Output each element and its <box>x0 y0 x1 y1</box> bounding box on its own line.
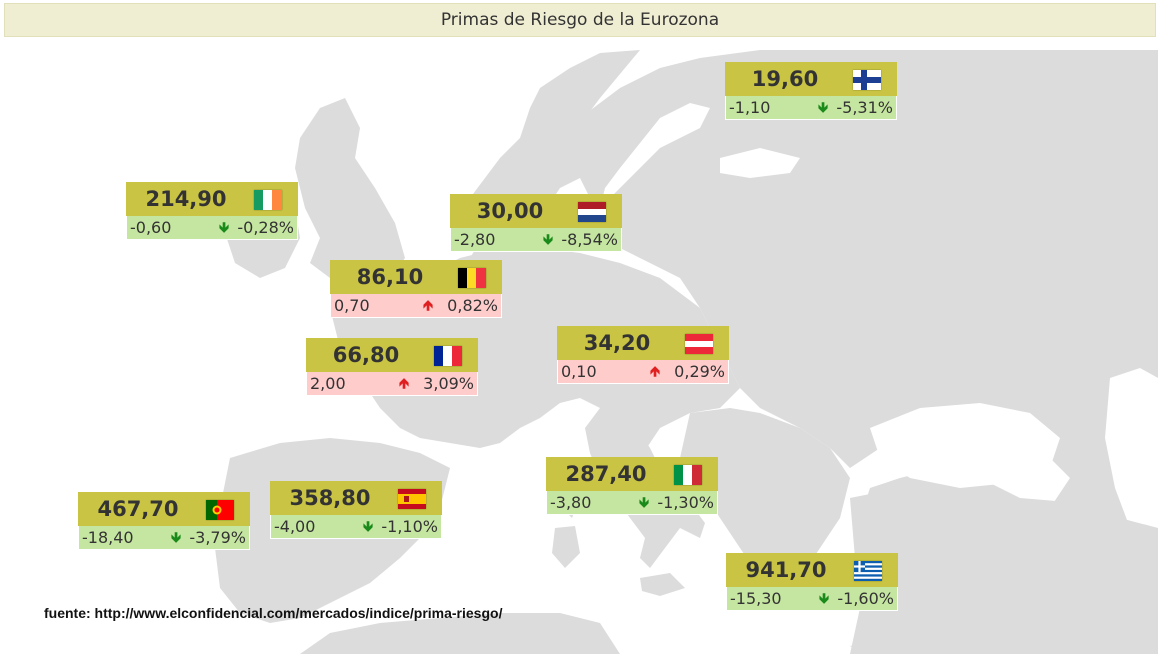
risk-premium-value: 30,00 <box>476 199 544 223</box>
source-citation: fuente: http://www.elconfidencial.com/me… <box>44 605 503 621</box>
risk-premium-value: 287,40 <box>565 462 647 486</box>
belgium-flag-icon <box>458 268 486 288</box>
change-row: 2,00 🡹 3,09% <box>306 372 478 396</box>
greece-risk-card[interactable]: 941,70 -15,30 🡻 -1,60% <box>726 553 898 611</box>
spain-risk-card[interactable]: 358,80 -4,00 🡻 -1,10% <box>270 481 442 539</box>
change-percent: -3,79% <box>189 528 246 547</box>
italy-risk-card[interactable]: 287,40 -3,80 🡻 -1,30% <box>546 457 718 515</box>
finland-flag-icon <box>853 70 881 90</box>
netherlands-risk-card[interactable]: 30,00 -2,80 🡻 -8,54% <box>450 194 622 252</box>
change-value: 0,10 <box>561 362 597 381</box>
belgium-risk-card[interactable]: 86,10 0,70 🡹 0,82% <box>330 260 502 318</box>
change-value: -18,40 <box>82 528 134 547</box>
arrow-down-icon: 🡻 <box>542 232 553 248</box>
finland-risk-card[interactable]: 19,60 -1,10 🡻 -5,31% <box>725 62 897 120</box>
risk-premium-value: 34,20 <box>583 331 651 355</box>
ireland-flag-icon <box>254 190 282 210</box>
change-percent: 0,82% <box>447 296 498 315</box>
change-percent: -5,31% <box>836 98 893 117</box>
risk-premium-value: 19,60 <box>751 67 819 91</box>
map-title: Primas de Riesgo de la Eurozona <box>4 3 1156 37</box>
change-row: 0,10 🡹 0,29% <box>557 360 729 384</box>
change-row: -4,00 🡻 -1,10% <box>270 515 442 539</box>
arrow-up-icon: 🡹 <box>422 298 433 314</box>
netherlands-flag-icon <box>578 202 606 222</box>
change-value: -2,80 <box>454 230 496 249</box>
change-value: -15,30 <box>730 589 782 608</box>
portugal-flag-icon <box>206 500 234 520</box>
change-row: -0,60 🡻 -0,28% <box>126 216 298 240</box>
arrow-down-icon: 🡻 <box>170 530 181 546</box>
spain-flag-icon <box>398 489 426 509</box>
austria-flag-icon <box>685 334 713 354</box>
change-value: -4,00 <box>274 517 316 536</box>
arrow-down-icon: 🡻 <box>818 591 829 607</box>
change-percent: -1,30% <box>657 493 714 512</box>
risk-premium-value: 941,70 <box>745 558 827 582</box>
change-row: -1,10 🡻 -5,31% <box>725 96 897 120</box>
change-row: 0,70 🡹 0,82% <box>330 294 502 318</box>
change-percent: -1,60% <box>837 589 894 608</box>
risk-premium-value: 214,90 <box>145 187 227 211</box>
change-row: -15,30 🡻 -1,60% <box>726 587 898 611</box>
austria-risk-card[interactable]: 34,20 0,10 🡹 0,29% <box>557 326 729 384</box>
change-value: 0,70 <box>334 296 370 315</box>
risk-premium-value: 467,70 <box>97 497 179 521</box>
greece-flag-icon <box>854 561 882 581</box>
arrow-down-icon: 🡻 <box>362 519 373 535</box>
change-value: -1,10 <box>729 98 771 117</box>
risk-premium-value: 358,80 <box>289 486 371 510</box>
risk-premium-value: 66,80 <box>332 343 400 367</box>
change-row: -3,80 🡻 -1,30% <box>546 491 718 515</box>
change-row: -18,40 🡻 -3,79% <box>78 526 250 550</box>
italy-flag-icon <box>674 465 702 485</box>
france-risk-card[interactable]: 66,80 2,00 🡹 3,09% <box>306 338 478 396</box>
change-value: -0,60 <box>130 218 172 237</box>
change-row: -2,80 🡻 -8,54% <box>450 228 622 252</box>
arrow-down-icon: 🡻 <box>218 220 229 236</box>
arrow-down-icon: 🡻 <box>817 100 828 116</box>
arrow-up-icon: 🡹 <box>649 364 660 380</box>
change-percent: -1,10% <box>381 517 438 536</box>
change-value: 2,00 <box>310 374 346 393</box>
change-percent: -0,28% <box>237 218 294 237</box>
change-percent: 3,09% <box>423 374 474 393</box>
arrow-down-icon: 🡻 <box>638 495 649 511</box>
ireland-risk-card[interactable]: 214,90 -0,60 🡻 -0,28% <box>126 182 298 240</box>
arrow-up-icon: 🡹 <box>398 376 409 392</box>
change-percent: -8,54% <box>561 230 618 249</box>
france-flag-icon <box>434 346 462 366</box>
risk-premium-value: 86,10 <box>356 265 424 289</box>
portugal-risk-card[interactable]: 467,70 -18,40 🡻 -3,79% <box>78 492 250 550</box>
change-percent: 0,29% <box>674 362 725 381</box>
change-value: -3,80 <box>550 493 592 512</box>
